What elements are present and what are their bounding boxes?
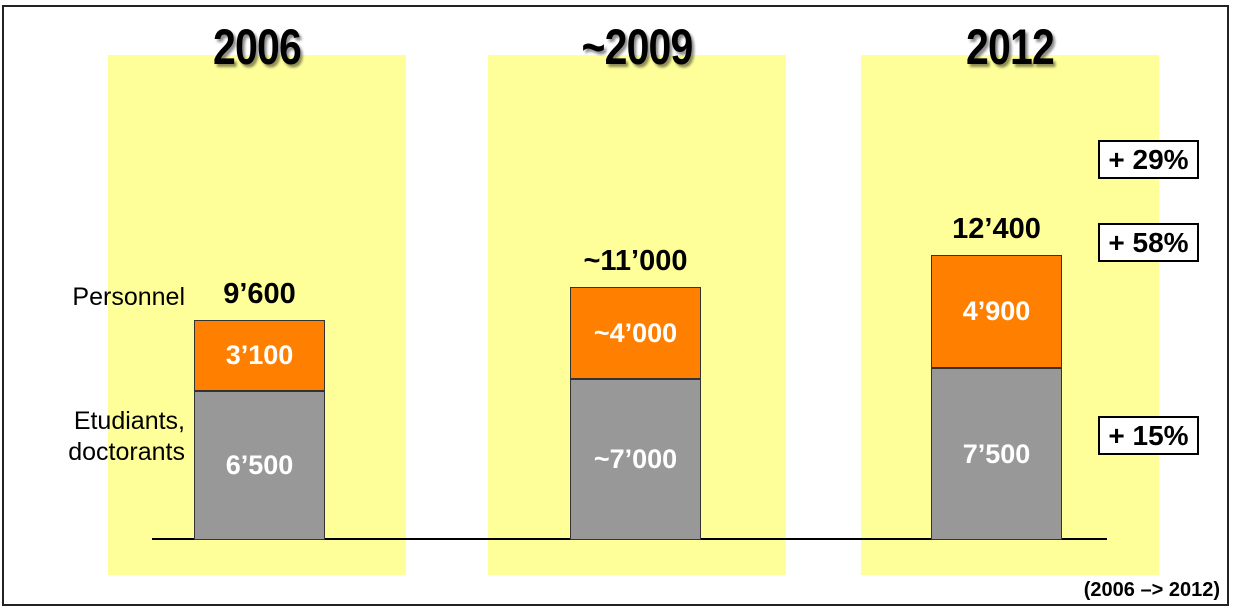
value-label-students-2006: 6’500 — [225, 450, 294, 480]
value-label-students-2012: 7’500 — [962, 438, 1031, 469]
bar-personnel-2009: ~4’000 — [570, 287, 701, 379]
value-label-personnel-2006: 3’100 — [225, 340, 294, 370]
bar-personnel-2012: 4’900 — [931, 255, 1062, 368]
year-heading-2009: ~2009 — [581, 19, 693, 75]
bar-students-2012: 7’500 — [931, 368, 1062, 540]
row-label-personnel: Personnel — [72, 283, 185, 311]
bar-students-2006: 6’500 — [194, 391, 325, 540]
total-label-2009: ~11’000 — [583, 245, 688, 277]
footnote: (2006 –> 2012) — [1083, 579, 1220, 601]
year-heading-2012: 2012 — [966, 19, 1055, 75]
growth-personnel-badge: + 58% — [1098, 223, 1199, 262]
row-label-students-line2: doctorants — [68, 438, 185, 466]
growth-students-badge: + 15% — [1098, 416, 1199, 455]
bar-personnel-2006: 3’100 — [194, 320, 325, 391]
value-label-students-2009: ~7’000 — [593, 444, 678, 474]
value-label-personnel-2009: ~4’000 — [593, 317, 678, 348]
year-heading-2006: 2006 — [213, 19, 302, 75]
row-label-students-line1: Etudiants, — [73, 407, 185, 435]
total-label-2012: 12’400 — [952, 213, 1041, 245]
growth-total-badge: + 29% — [1098, 140, 1199, 179]
total-label-2006: 9’600 — [223, 278, 296, 310]
value-label-personnel-2012: 4’900 — [962, 296, 1031, 326]
bar-students-2009: ~7’000 — [570, 379, 701, 540]
